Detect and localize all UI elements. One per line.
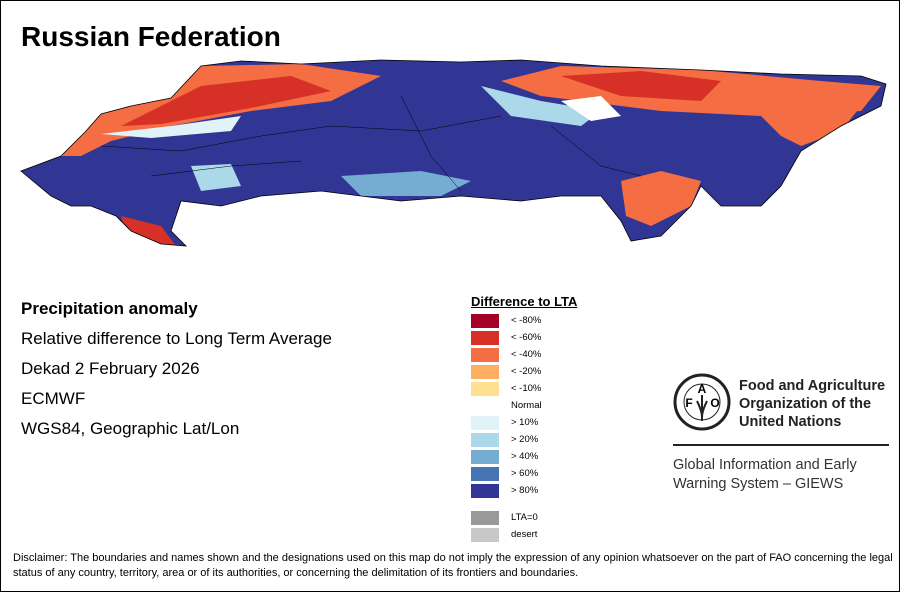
legend-label: < -40% [511,349,542,360]
page-title: Russian Federation [21,21,281,52]
legend-label: LTA=0 [511,512,538,523]
legend-label: > 60% [511,468,539,479]
legend-swatch [471,314,499,328]
legend-swatch [471,382,499,396]
giews-name: Global Information and Early Warning Sys… [673,456,857,494]
legend-swatch [471,528,499,542]
anomaly-raster [21,60,886,246]
legend-label: < -20% [511,366,542,377]
legend-swatch [471,433,499,447]
legend-label: < -10% [511,383,542,394]
legend-swatch [471,399,499,413]
legend-label: < -80% [511,315,542,326]
legend-swatch [471,450,499,464]
fao-name-line: United Nations [739,414,842,430]
legend-label: > 20% [511,434,539,445]
legend-title: Difference to LTA [471,294,578,309]
legend-label: > 80% [511,485,539,496]
svg-text:O: O [710,396,719,410]
map-subtitle: Relative difference to Long Term Average [21,329,332,348]
disclaimer: Disclaimer: The boundaries and names sho… [13,552,893,579]
svg-text:F: F [685,396,692,410]
giews-line: Global Information and Early [673,457,857,473]
region-boundaries [100,95,642,192]
giews-line: Warning System – GIEWS [673,476,844,492]
map-projection: WGS84, Geographic Lat/Lon [21,419,240,438]
map-heading: Precipitation anomaly [21,299,198,318]
map-period: Dekad 2 February 2026 [21,359,200,378]
fao-name: Food and Agriculture Organization of the… [739,377,885,431]
svg-text:A: A [698,382,707,396]
legend-label: > 10% [511,417,539,428]
legend-swatch [471,416,499,430]
fao-name-line: Organization of the [739,396,872,412]
legend-label: Normal [511,400,542,411]
legend-swatch [471,365,499,379]
legend-swatch [471,331,499,345]
legend-swatch [471,511,499,525]
legend-label: desert [511,529,538,540]
legend-label: < -60% [511,332,542,343]
precipitation-anomaly-map [20,59,887,247]
legend-swatch [471,467,499,481]
fao-logo-icon: A F O [673,373,731,431]
map-source: ECMWF [21,389,86,408]
country-boundary [20,59,887,247]
legend-label: > 40% [511,451,539,462]
fao-name-line: Food and Agriculture [739,378,886,394]
legend-swatch [471,348,499,362]
legend-swatch [471,484,499,498]
divider [673,444,889,446]
